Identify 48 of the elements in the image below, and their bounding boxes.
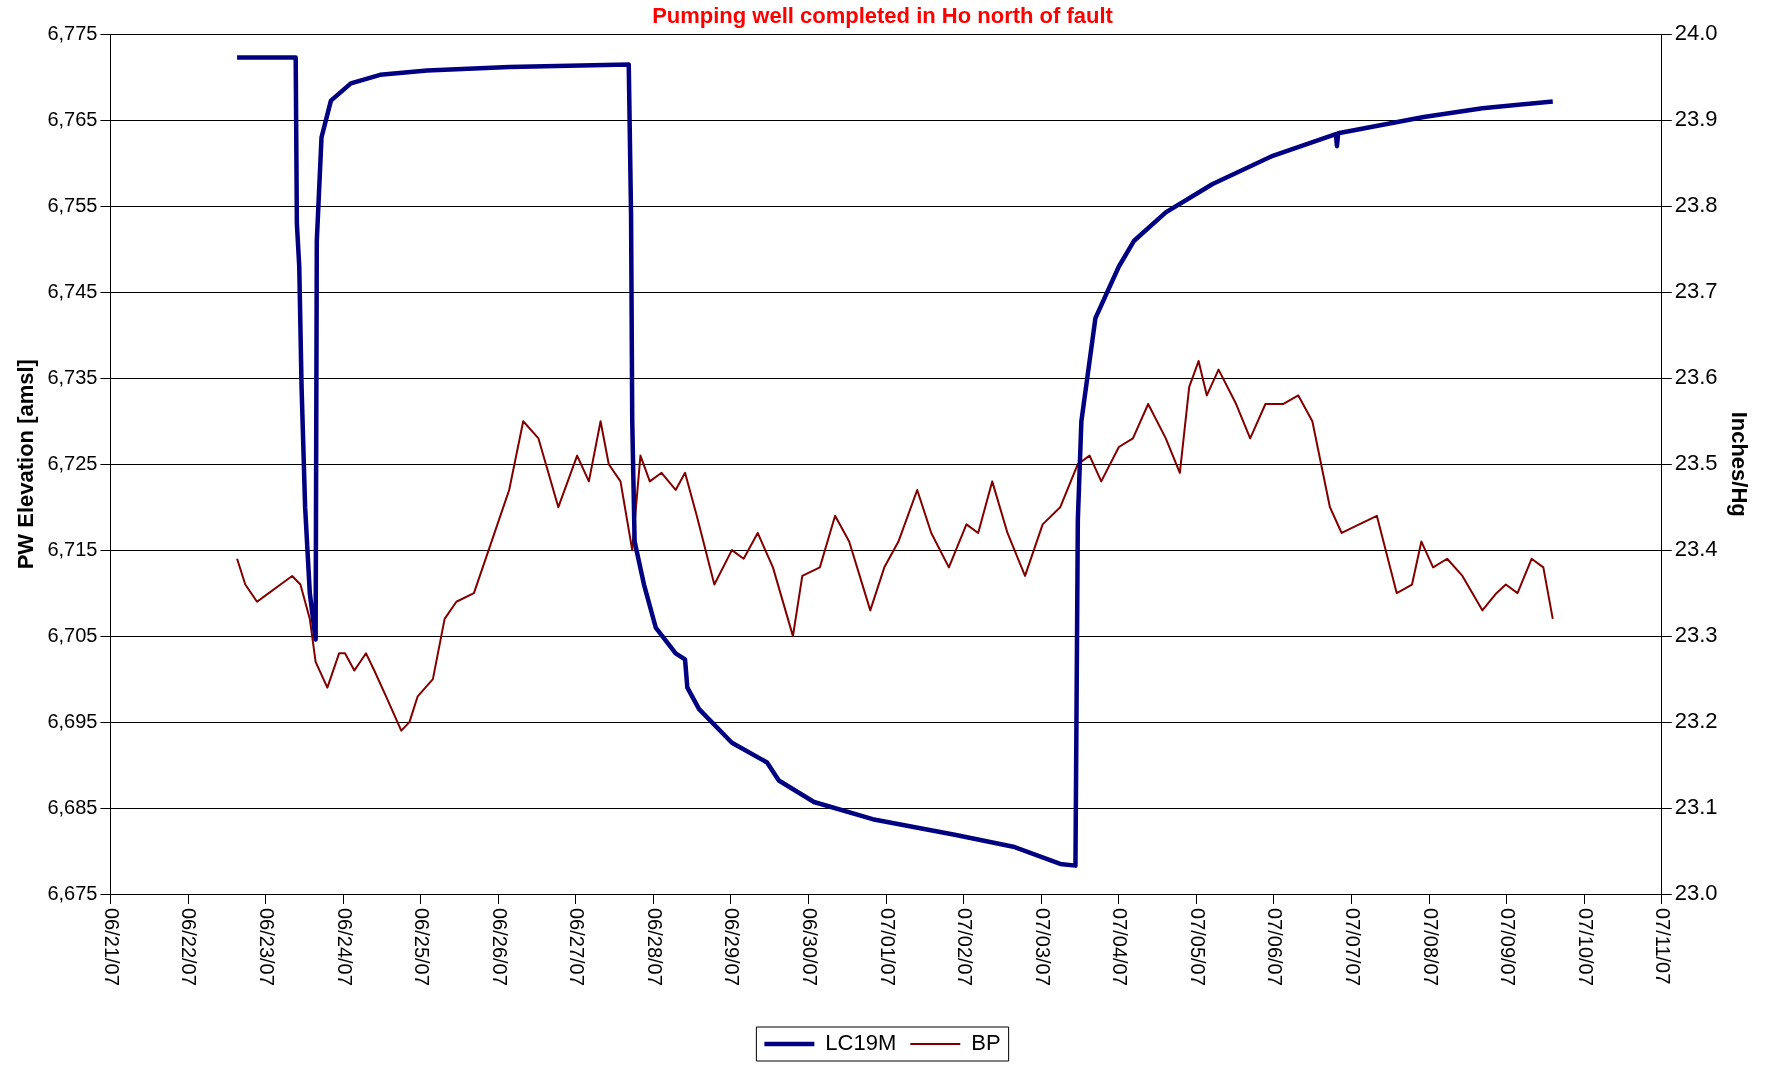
legend-label: LC19M [825,1030,897,1056]
x-tick-label: 07/10/07 [1574,908,1597,986]
x-tick-label: 07/03/07 [1031,908,1054,986]
y-tick-label: 6,745 [47,279,98,302]
x-tick-label: 06/21/07 [100,908,123,986]
x-tick-label: 07/11/07 [1652,908,1675,985]
y-tick-label: 6,765 [47,107,98,130]
y-tick-label: 6,685 [47,795,98,818]
y2-tick-label: 23.1 [1674,794,1718,820]
y2-tick-label: 23.4 [1674,536,1718,562]
y2-tick-label: 23.6 [1674,364,1718,390]
x-tick-label: 07/05/07 [1186,908,1209,986]
x-tick-label: 07/06/07 [1264,908,1287,986]
x-tick-label: 06/25/07 [411,908,434,986]
x-tick-label: 07/01/07 [876,908,899,986]
x-tick-label: 07/04/07 [1109,908,1132,986]
y-tick-label: 6,695 [47,709,98,732]
y-tick-label: 6,705 [47,623,98,646]
y2-tick-label: 23.0 [1674,880,1718,906]
legend-label: BP [971,1030,1001,1056]
y-tick-label: 6,755 [47,193,98,216]
x-tick-label: 07/09/07 [1497,908,1520,986]
x-tick-label: 06/28/07 [643,908,666,986]
chart-title: Pumping well completed in Ho north of fault [652,3,1114,29]
x-tick-label: 07/02/07 [954,908,977,986]
x-tick-label: 06/24/07 [333,908,356,986]
y2-tick-label: 24.0 [1674,20,1718,46]
x-tick-label: 06/26/07 [488,908,511,986]
y-tick-label: 6,725 [47,451,98,474]
x-tick-label: 06/22/07 [178,908,201,986]
y2-tick-label: 23.2 [1674,708,1718,734]
y2-tick-label: 23.9 [1674,106,1718,132]
y2-tick-label: 23.3 [1674,622,1718,648]
x-tick-label: 06/23/07 [256,908,279,986]
y-axis-title: PW Elevation [amsl] [13,359,39,570]
x-tick-label: 07/07/07 [1342,908,1364,986]
x-tick-label: 06/30/07 [799,908,822,986]
y-tick-label: 6,675 [47,881,98,904]
y2-axis-title: Inches/Hg [1726,411,1752,517]
y2-tick-label: 23.7 [1674,278,1718,304]
x-tick-label: 06/27/07 [566,908,589,986]
y-tick-label: 6,775 [47,21,98,44]
y-tick-label: 6,735 [47,365,98,388]
y2-tick-label: 23.5 [1674,450,1718,476]
y2-tick-label: 23.8 [1674,192,1718,218]
y-tick-label: 6,715 [47,537,98,560]
x-tick-label: 07/08/07 [1419,908,1442,986]
x-tick-label: 06/29/07 [721,908,744,986]
